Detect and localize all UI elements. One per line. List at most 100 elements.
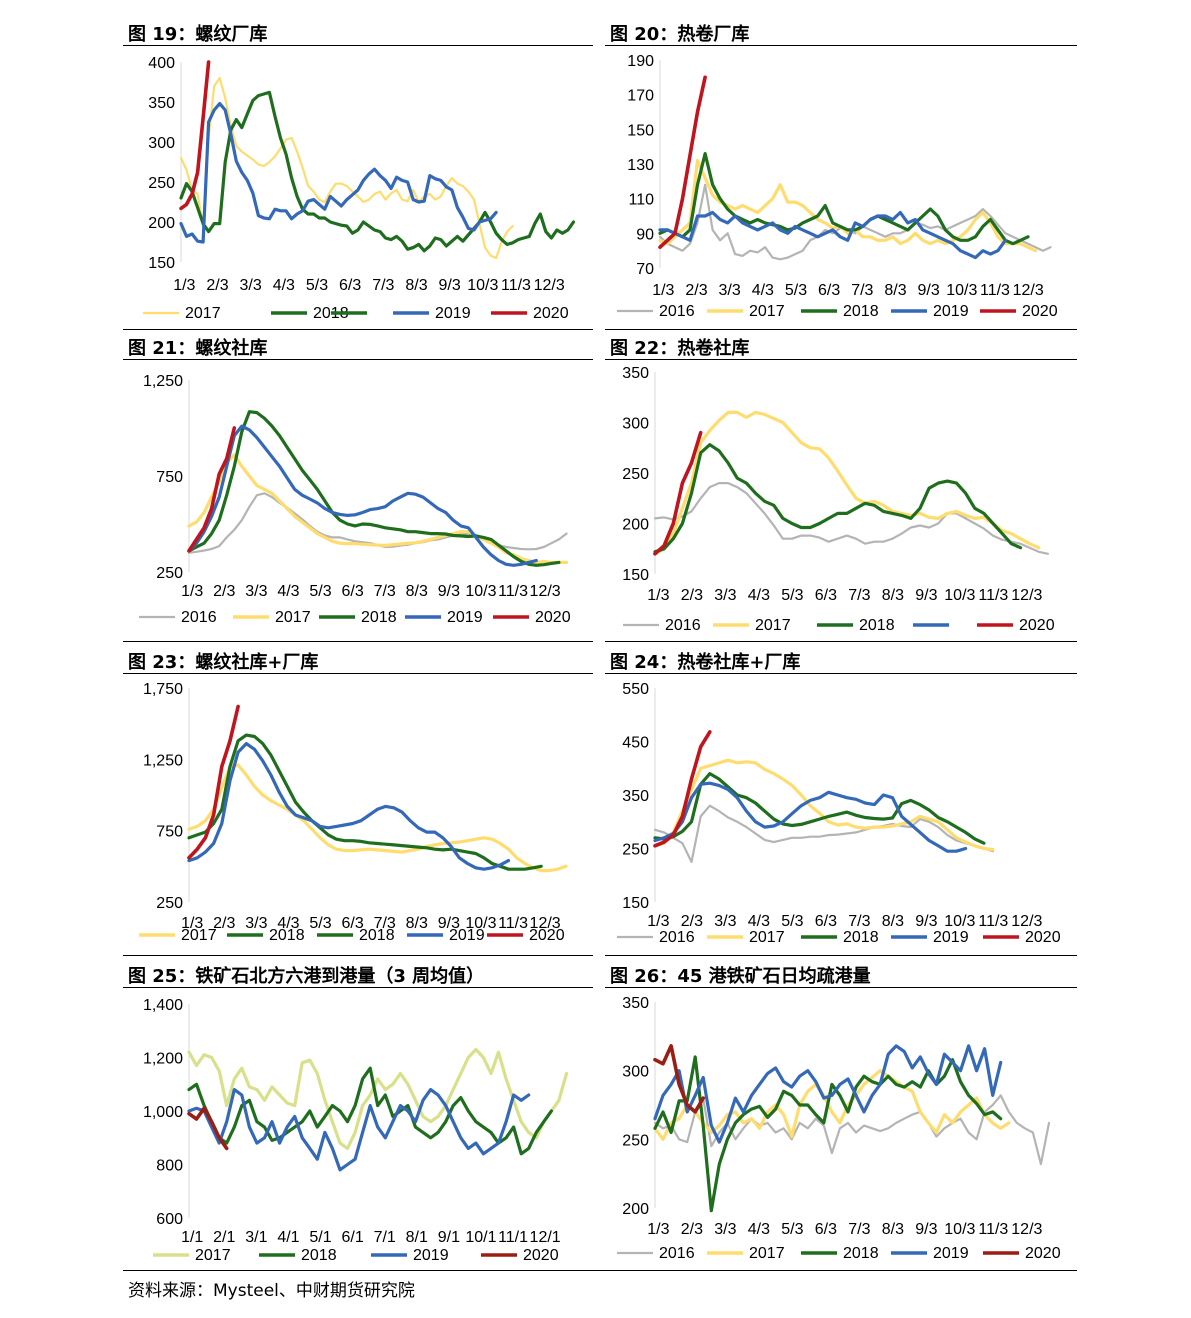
x-tick-label: 6/3 xyxy=(342,915,364,932)
chart-title-23: 图 23：螺纹社库+厂库 xyxy=(128,652,319,673)
x-tick-label: 2/3 xyxy=(681,1221,703,1238)
legend-label: 2018 xyxy=(859,617,895,634)
y-tick-label: 300 xyxy=(148,135,175,152)
series-line-2019 xyxy=(179,101,498,244)
chart-title-26: 图 26：45 港铁矿石日均疏港量 xyxy=(610,966,871,987)
legend-label: 2016 xyxy=(659,303,695,320)
series-line-2017 xyxy=(179,76,514,260)
series-line-2016 xyxy=(653,1094,1051,1166)
y-tick-label: 1,200 xyxy=(143,1051,183,1068)
chart-iron-ore-port-clearance: 350 300 250 200 1/3 2/3 3/3 4/3 5/3 6/3 7/3 8/3 9/3 1… xyxy=(617,995,1061,1262)
y-tick-label: 250 xyxy=(156,895,183,912)
title-rule-right-4 xyxy=(605,641,1077,642)
x-tick-label: 3/3 xyxy=(714,1221,736,1238)
x-tick-label: 10/3 xyxy=(467,277,498,294)
y-tick-label: 90 xyxy=(636,226,654,243)
legend-label: 2017 xyxy=(755,617,791,634)
title-rule-right-6 xyxy=(605,955,1077,956)
y-tick-label: 130 xyxy=(627,157,654,174)
legend-label: 2020 xyxy=(523,1247,559,1264)
x-tick-label: 1/3 xyxy=(647,587,669,604)
chart-title-21: 图 21：螺纹社库 xyxy=(128,338,268,359)
series-line-2017 xyxy=(187,763,568,873)
x-tick-label: 12/3 xyxy=(1011,913,1042,930)
y-tick-label: 150 xyxy=(627,122,654,139)
legend-label: 2020 xyxy=(1025,1245,1061,1262)
x-tick-label: 6/1 xyxy=(342,1229,364,1246)
x-tick-label: 6/3 xyxy=(342,583,364,600)
legend-label: 2018 xyxy=(843,929,879,946)
series-line-2018 xyxy=(658,151,1030,246)
y-tick-label: 300 xyxy=(622,1064,649,1081)
title-rule-right-5 xyxy=(605,673,1077,674)
x-tick-label: 10/3 xyxy=(944,913,975,930)
legend-label: 2017 xyxy=(749,1245,785,1262)
series-line-2018 xyxy=(653,1055,1003,1213)
x-tick-label: 1/3 xyxy=(173,277,195,294)
legend-label: 2019 xyxy=(933,1245,969,1262)
x-tick-label: 7/3 xyxy=(374,583,396,600)
x-tick-label: 4/3 xyxy=(748,913,770,930)
x-tick-label: 1/1 xyxy=(181,1229,203,1246)
legend-label: 2017 xyxy=(275,609,311,626)
x-tick-label: 9/3 xyxy=(915,913,937,930)
series-line-2020 xyxy=(187,1106,229,1151)
x-tick-label: 6/3 xyxy=(815,1221,837,1238)
x-tick-label: 5/3 xyxy=(309,915,331,932)
x-tick-label: 8/3 xyxy=(882,587,904,604)
series-line-2019 xyxy=(187,424,538,567)
x-tick-label: 8/3 xyxy=(406,915,428,932)
y-tick-label: 550 xyxy=(622,681,649,698)
y-tick-label: 1,400 xyxy=(143,997,183,1014)
x-tick-label: 1/3 xyxy=(647,913,669,930)
x-tick-label: 5/1 xyxy=(309,1229,331,1246)
x-tick-label: 12/3 xyxy=(530,915,561,932)
legend-label: 2020 xyxy=(533,305,569,322)
series-line-2020 xyxy=(653,1044,705,1114)
x-tick-label: 4/3 xyxy=(277,583,299,600)
legend-label: 2019 xyxy=(435,305,471,322)
y-tick-label: 1,250 xyxy=(143,752,183,769)
x-tick-label: 3/3 xyxy=(719,282,741,299)
legend-label: 2018 xyxy=(301,1247,337,1264)
chart-title-19: 图 19：螺纹厂库 xyxy=(128,24,268,45)
title-rule-right-2 xyxy=(605,329,1077,330)
x-tick-label: 4/3 xyxy=(277,915,299,932)
series-line-2018 xyxy=(187,410,561,567)
y-tick-label: 400 xyxy=(148,55,175,72)
x-tick-label: 6/3 xyxy=(815,587,837,604)
legend-label: 2017 xyxy=(195,1247,231,1264)
series-line-2018 xyxy=(179,90,576,253)
y-tick-label: 350 xyxy=(148,95,175,112)
x-tick-label: 12/1 xyxy=(530,1229,561,1246)
x-tick-label: 11/3 xyxy=(498,583,528,600)
chart-title-22: 图 22：热卷社库 xyxy=(610,338,750,359)
chart-rebar-total-inventory: 1,750 1,250 750 250 1/3 2/3 3/3 4/3 5/3 6/3 7/3 8/3… xyxy=(139,681,568,944)
x-tick-label: 9/3 xyxy=(438,915,460,932)
y-tick-label: 250 xyxy=(148,175,175,192)
x-tick-label: 7/3 xyxy=(848,913,870,930)
x-tick-label: 7/1 xyxy=(374,1229,396,1246)
y-tick-label: 350 xyxy=(622,365,649,382)
chart-title-25: 图 25：铁矿石北方六港到港量（3 周均值） xyxy=(128,966,485,987)
y-tick-label: 150 xyxy=(622,567,649,584)
legend-label: 2017 xyxy=(749,303,785,320)
x-tick-label: 10/3 xyxy=(946,282,977,299)
y-tick-label: 150 xyxy=(148,255,175,272)
x-tick-label: 7/3 xyxy=(848,1221,870,1238)
legend-label: 2016 xyxy=(659,929,695,946)
series-line-2018 xyxy=(653,443,1023,554)
title-rule-right-1 xyxy=(605,45,1077,46)
x-tick-label: 1/3 xyxy=(652,282,674,299)
legend-label: 2020 xyxy=(529,927,565,944)
x-tick-label: 9/3 xyxy=(918,282,940,299)
x-tick-label: 4/3 xyxy=(752,282,774,299)
x-tick-label: 5/3 xyxy=(309,583,331,600)
title-rule-right-7 xyxy=(605,987,1077,988)
legend-label: 2018 xyxy=(269,927,305,944)
x-tick-label: 9/3 xyxy=(439,277,461,294)
x-tick-label: 9/3 xyxy=(915,1221,937,1238)
y-tick-label: 250 xyxy=(156,565,183,582)
